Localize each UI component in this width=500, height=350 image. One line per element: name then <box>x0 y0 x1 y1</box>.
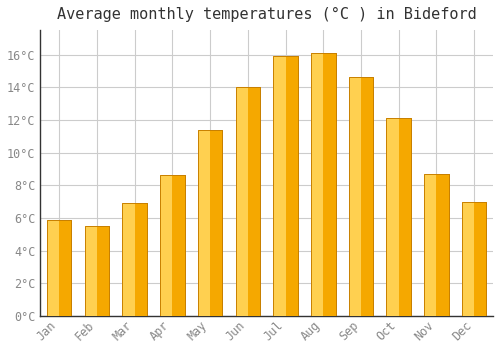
Bar <box>462 202 474 316</box>
Bar <box>274 56 298 316</box>
Bar <box>386 118 398 316</box>
Bar <box>311 53 336 316</box>
Bar <box>84 226 109 316</box>
Bar <box>198 130 222 316</box>
Bar <box>348 77 361 316</box>
Bar <box>236 87 260 316</box>
Title: Average monthly temperatures (°C ) in Bideford: Average monthly temperatures (°C ) in Bi… <box>57 7 476 22</box>
Bar <box>386 118 411 316</box>
Bar <box>84 226 97 316</box>
Bar <box>47 219 72 316</box>
Bar <box>236 87 248 316</box>
Bar <box>84 226 109 316</box>
Bar <box>386 118 411 316</box>
Bar <box>160 175 172 316</box>
Bar <box>462 202 486 316</box>
Bar <box>274 56 285 316</box>
Bar <box>348 77 374 316</box>
Bar <box>160 175 184 316</box>
Bar <box>122 203 134 316</box>
Bar <box>424 174 436 316</box>
Bar <box>198 130 222 316</box>
Bar <box>424 174 448 316</box>
Bar <box>424 174 448 316</box>
Bar <box>236 87 260 316</box>
Bar <box>462 202 486 316</box>
Bar <box>274 56 298 316</box>
Bar <box>122 203 147 316</box>
Bar <box>47 219 59 316</box>
Bar <box>311 53 336 316</box>
Bar <box>311 53 324 316</box>
Bar <box>160 175 184 316</box>
Bar <box>122 203 147 316</box>
Bar <box>348 77 374 316</box>
Bar <box>47 219 72 316</box>
Bar <box>198 130 210 316</box>
